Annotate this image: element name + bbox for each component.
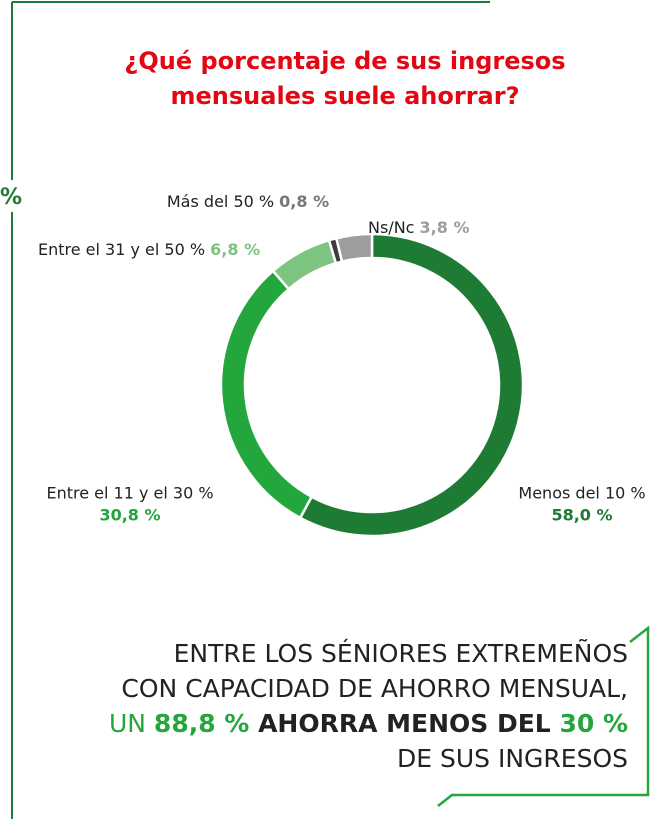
annotation-part: 30 % (559, 709, 628, 738)
title: ¿Qué porcentaje de sus ingresos (124, 47, 565, 75)
annotation-part: AHORRA MENOS DEL (249, 709, 559, 738)
annotation: ENTRE LOS SÉNIORES EXTREMEÑOS (174, 638, 628, 668)
value-label: 30,8 % (99, 506, 160, 525)
bracket (437, 625, 650, 807)
value-label: 6,8 % (210, 240, 260, 259)
slice-label: Ns/Nc 3,8 % (368, 218, 470, 237)
donut (219, 232, 525, 538)
category-label: Menos del 10 % (518, 484, 645, 503)
value-label: 0,8 % (279, 192, 329, 211)
value-label: 58,0 % (551, 506, 612, 525)
donut-segment (334, 232, 374, 264)
value-label: 3,8 % (420, 218, 470, 237)
donut-segment (298, 232, 525, 538)
slice-label: Entre el 31 y el 50 % 6,8 % (38, 240, 260, 259)
annotation-part: 88,8 % (154, 709, 249, 738)
category-label: Entre el 11 y el 30 % (46, 484, 213, 503)
donut-segment (271, 238, 338, 291)
annotation-part: UN (109, 709, 154, 738)
slice-label: Más del 50 % 0,8 % (167, 192, 329, 211)
cut-text: % (0, 185, 22, 210)
category-label: Entre el 31 y el 50 % (38, 240, 210, 259)
donut-segment (219, 269, 314, 520)
annotation: UN 88,8 % AHORRA MENOS DEL 30 % (109, 709, 628, 738)
labels: Menos del 10 % 58,0 % Entre el 11 y el 30 … (38, 192, 646, 525)
category-label: Ns/Nc (368, 218, 420, 237)
category-label: Más del 50 % (167, 192, 279, 211)
annotation: DE SUS INGRESOS (397, 744, 628, 773)
title: mensuales suele ahorrar? (171, 82, 520, 110)
annotation: CON CAPACIDAD DE AHORRO MENSUAL, (121, 674, 628, 703)
